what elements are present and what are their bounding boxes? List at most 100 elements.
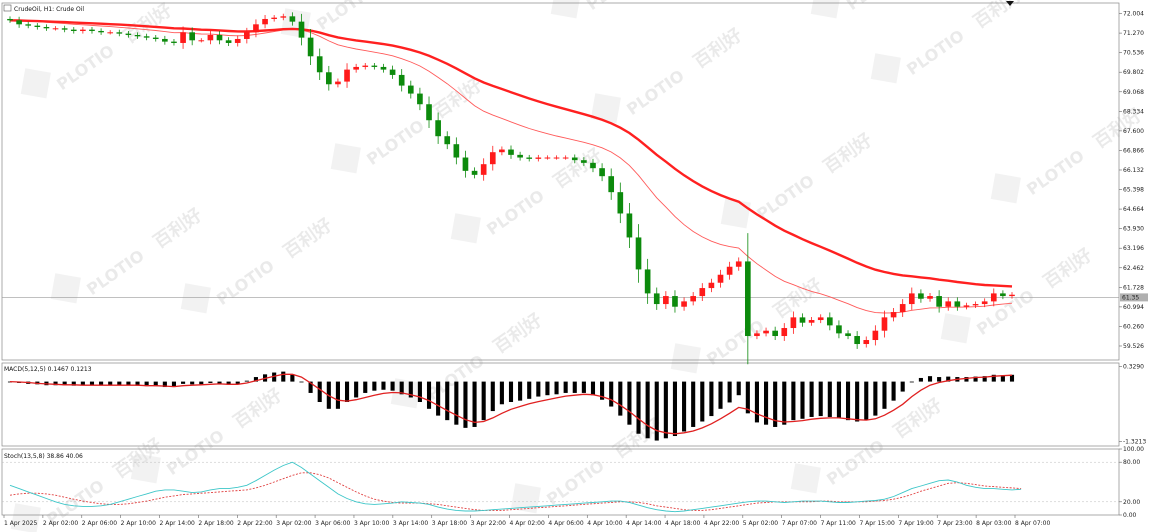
macd-bar bbox=[736, 381, 741, 396]
candle-body bbox=[772, 330, 778, 337]
macd-bar bbox=[527, 381, 532, 399]
candle-body bbox=[125, 33, 132, 35]
candle-body bbox=[344, 69, 350, 82]
macd-bar bbox=[390, 381, 395, 391]
candle-body bbox=[189, 32, 196, 41]
candle-body bbox=[80, 29, 86, 31]
macd-bar bbox=[89, 381, 95, 386]
candle-body bbox=[845, 333, 851, 337]
macd-bar bbox=[199, 381, 204, 385]
candle-body bbox=[544, 157, 551, 159]
symbol-title: CrudeOil, H1: Crude Oil bbox=[14, 6, 84, 13]
price-tick-label: 66.132 bbox=[1123, 167, 1144, 174]
watermark-text: PLOTIO bbox=[823, 436, 887, 489]
candle-body bbox=[908, 293, 915, 305]
time-tick-label: 2 Apr 02:00 bbox=[43, 520, 78, 527]
watermark-cjk-text: 百利好 bbox=[279, 214, 336, 263]
watermark-logo-shape bbox=[330, 143, 361, 174]
macd-bar bbox=[718, 381, 723, 409]
candle-body bbox=[790, 317, 797, 329]
watermark-text: PLOTIO bbox=[163, 426, 227, 479]
time-tick-label: 4 Apr 18:00 bbox=[665, 520, 700, 527]
candle-body bbox=[535, 157, 542, 159]
time-tick-label: 7 Apr 23:00 bbox=[937, 520, 972, 527]
stoch-panel bbox=[2, 461, 1119, 513]
candle-body bbox=[617, 192, 624, 214]
watermark-text: PLOTIO bbox=[1023, 146, 1087, 199]
watermark-logo-shape bbox=[670, 343, 701, 374]
macd-bar bbox=[290, 374, 295, 382]
macd-bar bbox=[317, 381, 322, 403]
time-tick-label: 2 Apr 10:00 bbox=[121, 520, 156, 527]
macd-bar bbox=[490, 381, 495, 412]
candle-body bbox=[89, 29, 95, 31]
macd-bar bbox=[791, 381, 796, 421]
macd-bar bbox=[354, 381, 359, 398]
candle-body bbox=[162, 38, 168, 42]
watermark-cjk-text: 百利好 bbox=[969, 0, 1026, 33]
candle-body bbox=[234, 38, 241, 43]
macd-bar bbox=[162, 381, 167, 388]
macd-bar bbox=[171, 381, 177, 388]
watermark-cjk-text: 百利好 bbox=[889, 394, 946, 443]
candle-body bbox=[708, 282, 715, 289]
candle-body bbox=[7, 18, 13, 21]
macd-bar bbox=[991, 374, 996, 382]
macd-bar bbox=[855, 381, 860, 422]
watermark-text: PLOTIO bbox=[83, 246, 147, 299]
candle-body bbox=[945, 301, 952, 307]
watermark-cjk-text: 百利好 bbox=[229, 384, 286, 433]
macd-bar bbox=[99, 381, 104, 386]
candle-body bbox=[1009, 294, 1015, 297]
macd-bar bbox=[518, 381, 523, 401]
macd-bar bbox=[982, 376, 987, 382]
candle-body bbox=[325, 72, 332, 85]
price-tick-label: 72.004 bbox=[1123, 11, 1144, 18]
candle-body bbox=[972, 304, 979, 306]
macd-bar bbox=[973, 376, 978, 382]
candle-body bbox=[963, 305, 970, 307]
watermark-text: PLOTIO bbox=[753, 171, 817, 224]
candle-body bbox=[735, 261, 742, 267]
candle-body bbox=[298, 21, 305, 38]
macd-bar bbox=[864, 381, 869, 421]
price-tick-label: 66.866 bbox=[1123, 147, 1144, 154]
macd-bar bbox=[745, 381, 750, 414]
candle-body bbox=[61, 28, 68, 30]
candle-body bbox=[499, 149, 505, 153]
macd-bar bbox=[308, 381, 313, 393]
macd-bar bbox=[62, 381, 67, 386]
watermark-logo-shape bbox=[790, 463, 821, 494]
price-panel bbox=[2, 12, 1119, 365]
macd-bar bbox=[709, 381, 714, 417]
ma-slow-line bbox=[9, 19, 1013, 288]
candle-body bbox=[389, 69, 396, 75]
time-tick-label: 4 Apr 10:00 bbox=[587, 520, 622, 527]
macd-bar bbox=[108, 381, 113, 386]
candle-body bbox=[672, 296, 678, 307]
candle-body bbox=[863, 340, 870, 345]
candle-body bbox=[754, 333, 760, 337]
candle-body bbox=[608, 176, 615, 193]
time-tick-label: 3 Apr 02:00 bbox=[276, 520, 311, 527]
candle-body bbox=[918, 293, 924, 299]
macd-bar bbox=[299, 381, 304, 383]
time-tick-label: 7 Apr 19:00 bbox=[898, 520, 933, 527]
macd-bar bbox=[80, 381, 85, 386]
candle-body bbox=[726, 266, 733, 275]
candle-body bbox=[353, 66, 359, 70]
stoch-tick-label: 20.00 bbox=[1123, 499, 1140, 506]
time-tick-label: 4 Apr 22:00 bbox=[704, 520, 739, 527]
candle-body bbox=[817, 317, 824, 321]
time-tick-label: 3 Apr 10:00 bbox=[354, 520, 389, 527]
watermark-cjk-text: 百利好 bbox=[549, 144, 606, 193]
watermark-logo-shape bbox=[940, 313, 971, 344]
chart-shift-marker-icon bbox=[1006, 1, 1014, 6]
macd-bar bbox=[454, 381, 459, 425]
candle-body bbox=[16, 20, 22, 25]
